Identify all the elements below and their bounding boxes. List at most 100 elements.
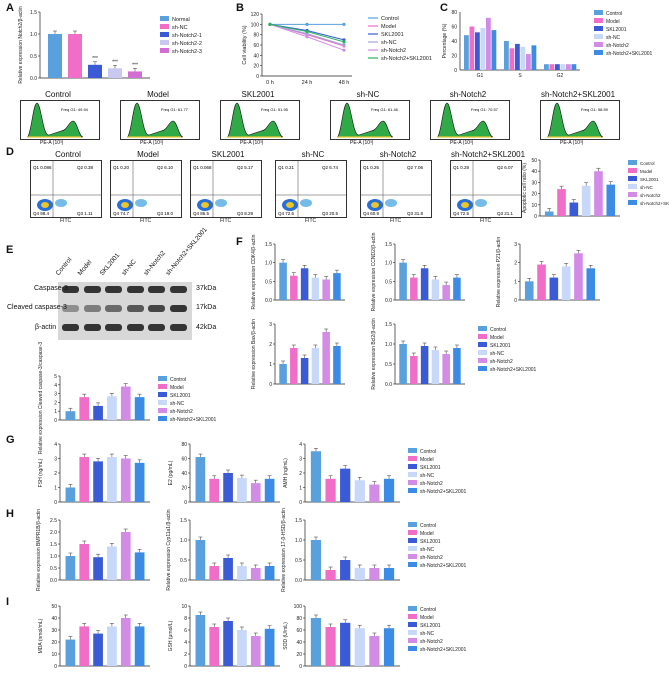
bar bbox=[537, 264, 546, 300]
quadrant-value: Q1 0.068 bbox=[193, 165, 212, 170]
legend-label: Control bbox=[420, 523, 436, 529]
legend-label: SKL2001 bbox=[170, 393, 191, 399]
legend-swatch bbox=[160, 40, 169, 45]
panel-label-g: G bbox=[6, 434, 15, 446]
bar bbox=[223, 473, 233, 502]
wb-band bbox=[62, 305, 79, 312]
legend-label: sh-NC bbox=[640, 185, 654, 190]
y-tick-label: 0 bbox=[514, 298, 517, 304]
bar bbox=[120, 532, 131, 580]
apoptosis-scatter: Q1 0.26 Q2 7.06 Q4 60.9 Q3 31.8 bbox=[361, 161, 431, 217]
legend-label: sh-Notch2+SKL2001 bbox=[420, 563, 467, 569]
y-tick-label: 2 bbox=[514, 261, 517, 267]
bar bbox=[65, 556, 76, 580]
chart-h1: 0.0 0.5 1.0 1.5 2.0 2.5 Relative expression BM… bbox=[36, 509, 150, 591]
cycle-peak bbox=[336, 102, 394, 138]
legend-swatch bbox=[160, 32, 169, 37]
wb-band bbox=[169, 324, 187, 331]
y-axis-label: Relative expression Bcl2/β-actin bbox=[371, 318, 377, 389]
population-early bbox=[135, 199, 147, 207]
legend-swatch bbox=[408, 538, 417, 543]
bar bbox=[128, 71, 142, 78]
chart-b: 0 20 40 60 80 100 120 Cell viability (%) 0 h 24 h… bbox=[242, 12, 352, 86]
bar bbox=[311, 277, 320, 300]
y-tick-label: 60 bbox=[296, 628, 302, 634]
cycle-stats: Freq G1: 61.77 bbox=[161, 107, 189, 112]
bar bbox=[410, 356, 418, 384]
legend-c: Control Model SKL2001 sh-NC sh-Notch2 sh-Notc… bbox=[594, 10, 653, 57]
bar bbox=[526, 54, 531, 70]
bar bbox=[340, 560, 351, 580]
apoptosis-plot: Q1 0.20 Q2 6.10 Q4 74.7 Q3 19.0 bbox=[110, 160, 182, 218]
bar bbox=[453, 348, 461, 384]
series-point bbox=[342, 43, 346, 47]
legend-label: SKL2001 bbox=[420, 465, 441, 471]
bar bbox=[340, 468, 351, 502]
quadrant-value: Q2 6.07 bbox=[497, 165, 514, 170]
bar bbox=[581, 185, 591, 216]
cycle-plot: Freq G1: 70.57 bbox=[430, 100, 510, 140]
y-axis-label: MDA (nmol/mL) bbox=[38, 618, 44, 653]
y-axis-label: Relative expression BMPR1B/β-actin bbox=[36, 509, 42, 591]
bar bbox=[79, 626, 90, 666]
legend-b: Control Model SKL2001 sh-NC sh-Notch2 sh-Notc… bbox=[368, 16, 432, 62]
bar bbox=[464, 35, 469, 70]
y-tick-label: 0.0 bbox=[30, 76, 37, 82]
quadrant-value: Q1 0.20 bbox=[113, 165, 130, 170]
wb-band bbox=[105, 305, 122, 312]
legend-h: Control Model SKL2001 sh-NC sh-Notch2 sh-Notc… bbox=[408, 522, 467, 569]
y-tick-label: 6 bbox=[184, 628, 187, 634]
bar bbox=[453, 277, 461, 300]
y-tick-label: 0.5 bbox=[180, 558, 187, 564]
y-tick-label: 60 bbox=[451, 25, 457, 31]
y-tick-label: 40 bbox=[451, 39, 457, 45]
y-tick-label: 0.5 bbox=[385, 362, 392, 368]
chart-i3: 0 20 40 60 80 100 SOD (U/mL) bbox=[283, 604, 400, 670]
chart-f4: 0 1 2 3 Relative expression Bax/β-actin bbox=[251, 319, 345, 389]
bar bbox=[586, 268, 596, 300]
y-tick-label: 20 bbox=[296, 652, 302, 658]
legend-swatch bbox=[408, 630, 417, 635]
cycle-x-label: PE-A (10³) bbox=[450, 140, 474, 146]
y-tick-label: 8 bbox=[184, 616, 187, 622]
y-tick-label: 2.5 bbox=[50, 518, 57, 524]
legend-label: SKL2001 bbox=[381, 32, 404, 38]
y-tick-label: 10 bbox=[181, 604, 187, 610]
wb-band bbox=[126, 305, 144, 312]
bar bbox=[195, 540, 206, 580]
y-tick-label: 0 bbox=[269, 382, 272, 388]
cycle-plot-title: sh-NC bbox=[356, 90, 380, 99]
cycle-peak bbox=[226, 102, 284, 138]
apoptosis-plot: Q1 0.21 Q2 6.74 Q4 72.6 Q3 20.5 bbox=[275, 160, 347, 218]
chart-i1: 0 10 20 30 40 50 MDA (nmol/mL) bbox=[38, 604, 150, 670]
y-tick-label: 40 bbox=[181, 471, 187, 477]
y-tick-label: 3 bbox=[54, 392, 57, 398]
bar bbox=[509, 48, 515, 70]
quadrant-value: Q2 7.06 bbox=[407, 165, 424, 170]
legend-d: Control Model SKL2001 sh-NC sh-Notch2 sh-Notc… bbox=[628, 160, 669, 206]
bar bbox=[93, 557, 103, 580]
series-point bbox=[342, 48, 346, 52]
y-axis-label: GSH (μmol/L) bbox=[168, 620, 174, 651]
bar bbox=[250, 568, 261, 580]
legend-label: sh-Notch2 bbox=[381, 48, 406, 54]
y-tick-label: 4 bbox=[299, 442, 302, 448]
cycle-x-label: PE-A (10³) bbox=[240, 140, 264, 146]
quadrant-value: Q4 72.6 bbox=[278, 211, 295, 216]
y-axis-label: Cell viability (%) bbox=[242, 25, 248, 64]
significance-mark: *** bbox=[92, 56, 98, 62]
y-tick-label: 0 bbox=[299, 664, 302, 670]
legend-label: sh-Notch2+SKL2001 bbox=[381, 56, 432, 62]
legend-label: Control bbox=[420, 449, 436, 455]
cycle-plot-title: Control bbox=[45, 90, 71, 99]
legend-g: Control Model SKL2001 sh-NC sh-Notch2 sh-Notc… bbox=[408, 448, 467, 495]
wb-band bbox=[126, 286, 144, 293]
y-tick-label: 0.5 bbox=[385, 279, 392, 285]
bar bbox=[223, 621, 233, 666]
cycle-stats: Freq G1: 70.57 bbox=[471, 107, 499, 112]
y-tick-label: 4 bbox=[184, 640, 187, 646]
bar bbox=[279, 364, 287, 384]
cycle-x-label: PE-A (10³) bbox=[350, 140, 374, 146]
chart-g1: 0 1 2 3 4 FSH (ng/mL) bbox=[38, 442, 150, 506]
apoptosis-scatter: Q1 0.20 Q2 6.10 Q4 74.7 Q3 19.0 bbox=[111, 161, 181, 217]
